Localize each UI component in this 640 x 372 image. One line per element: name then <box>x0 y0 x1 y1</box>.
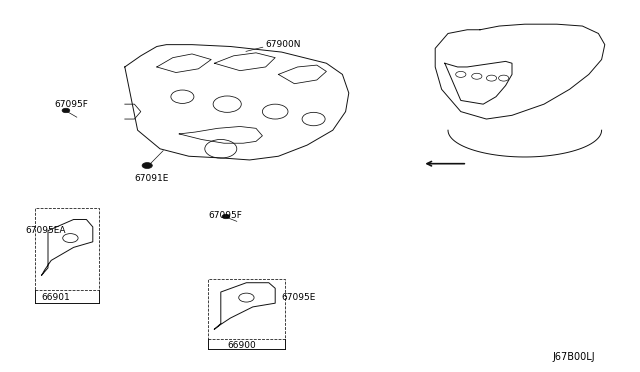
Circle shape <box>62 108 70 113</box>
Text: 66900: 66900 <box>227 341 256 350</box>
Bar <box>208 279 285 339</box>
Text: 66901: 66901 <box>42 293 70 302</box>
Circle shape <box>222 214 230 219</box>
Text: 67095EA: 67095EA <box>26 226 66 235</box>
Text: 67091E: 67091E <box>134 174 169 183</box>
Text: J67B00LJ: J67B00LJ <box>552 352 595 362</box>
Bar <box>35 208 99 290</box>
Text: 67095F: 67095F <box>208 211 242 220</box>
Circle shape <box>142 163 152 169</box>
Text: 67900N: 67900N <box>266 40 301 49</box>
Text: 67095F: 67095F <box>54 100 88 109</box>
Text: 67095E: 67095E <box>282 293 316 302</box>
